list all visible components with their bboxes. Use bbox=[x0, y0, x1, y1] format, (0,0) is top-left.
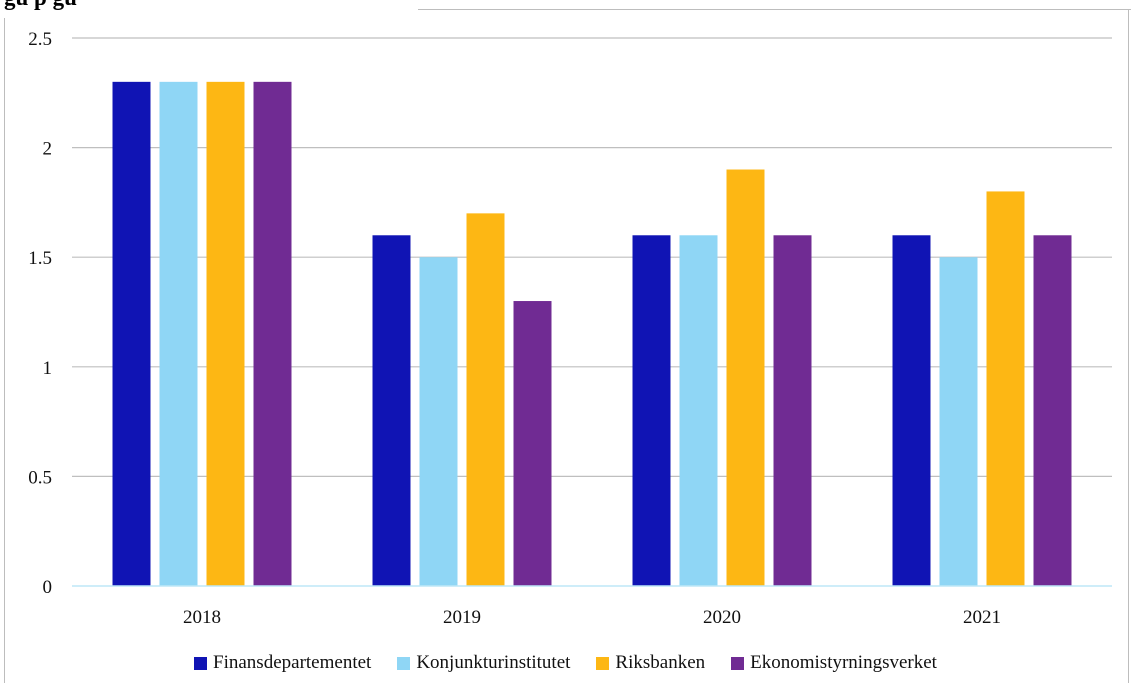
bar-2021-konjunkturinstitutet bbox=[939, 257, 978, 586]
frame-border-right bbox=[1128, 9, 1129, 683]
frame-border-top bbox=[418, 9, 1131, 10]
legend-swatch bbox=[596, 656, 610, 670]
x-tick-label: 2020 bbox=[703, 607, 741, 628]
bar-2019-riksbanken bbox=[466, 213, 505, 587]
axes: 0 0.5 1 1.5 2 2.5 2018 2019 2020 2021 bbox=[28, 29, 1112, 628]
legend-label: Ekonomistyrningsverket bbox=[750, 652, 937, 673]
bar-2020-ekonomistyrningsverket bbox=[773, 235, 812, 586]
legend-swatch bbox=[194, 656, 208, 670]
bar-2019-finansdepartementet bbox=[372, 235, 411, 586]
legend-swatch bbox=[731, 656, 745, 670]
chart-legend: Finansdepartementet Konjunkturinstitutet R… bbox=[0, 650, 1131, 676]
legend-item: Riksbanken bbox=[596, 652, 705, 674]
bars bbox=[112, 81, 1072, 587]
y-tick-label: 1 bbox=[43, 358, 53, 379]
legend-label: Konjunkturinstitutet bbox=[416, 652, 571, 673]
bar-2018-riksbanken bbox=[206, 81, 245, 586]
y-tick-label: 1.5 bbox=[28, 248, 52, 269]
bar-2020-finansdepartementet bbox=[632, 235, 671, 586]
y-tick-label: 0.5 bbox=[28, 467, 52, 488]
bar-2019-konjunkturinstitutet bbox=[419, 257, 458, 586]
legend-label: Riksbanken bbox=[615, 652, 706, 673]
gridlines bbox=[72, 37, 1112, 477]
bar-2021-riksbanken bbox=[986, 191, 1025, 586]
bar-2021-ekonomistyrningsverket bbox=[1033, 235, 1072, 586]
y-tick-label: 2 bbox=[43, 139, 53, 160]
bar-2020-konjunkturinstitutet bbox=[679, 235, 718, 586]
bar-2021-finansdepartementet bbox=[892, 235, 931, 586]
y-tick-label: 0 bbox=[43, 577, 53, 598]
bar-2020-riksbanken bbox=[726, 169, 765, 586]
legend-swatch bbox=[397, 656, 411, 670]
x-tick-label: 2021 bbox=[963, 607, 1001, 628]
title-text: gu p gu bbox=[4, 0, 77, 10]
bar-chart: 0 0.5 1 1.5 2 2.5 2018 2019 2020 2021 bbox=[28, 29, 1112, 628]
legend-item: Konjunkturinstitutet bbox=[397, 652, 570, 674]
legend-item: Ekonomistyrningsverket bbox=[731, 652, 937, 674]
x-tick-label: 2019 bbox=[443, 607, 481, 628]
legend-item: Finansdepartementet bbox=[194, 652, 371, 674]
bar-2018-ekonomistyrningsverket bbox=[253, 81, 292, 586]
chart-title-fragment: gu p gu bbox=[4, 0, 414, 13]
bar-2019-ekonomistyrningsverket bbox=[513, 301, 552, 586]
frame-border-left bbox=[4, 18, 5, 683]
bar-2018-finansdepartementet bbox=[112, 81, 151, 586]
y-tick-label: 2.5 bbox=[28, 29, 52, 50]
bar-2018-konjunkturinstitutet bbox=[159, 81, 198, 586]
legend-label: Finansdepartementet bbox=[213, 652, 372, 673]
x-tick-label: 2018 bbox=[183, 607, 221, 628]
